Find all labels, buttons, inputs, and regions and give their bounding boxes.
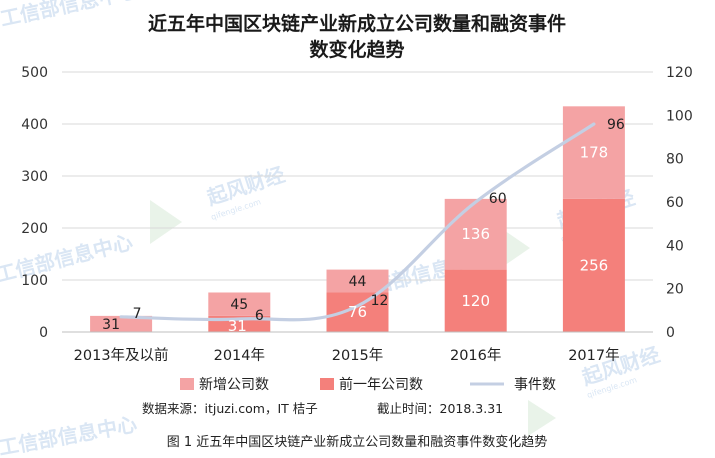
x-tick-label: 2015年: [332, 347, 383, 364]
y-left-tick-label: 400: [21, 117, 48, 133]
line-events: [119, 122, 596, 322]
y-right-tick-label: 80: [666, 152, 684, 168]
data-label-events: 6: [255, 308, 264, 324]
bar-new: [444, 198, 507, 270]
data-label-prev: 256: [580, 256, 609, 274]
bar-prev-year: [444, 269, 507, 332]
watermark-text: 工信部信息中心: [0, 0, 140, 31]
x-axis: 2013年及以前 2014年 2015年 2016年 2017年: [62, 331, 653, 364]
chart-title-line2: 数变化趋势: [309, 38, 404, 61]
cutoff-note: 截止时间：2018.3.31: [377, 401, 503, 416]
y-right-tick-label: 120: [666, 65, 693, 81]
bars: [90, 106, 625, 332]
x-tick-label: 2013年及以前: [74, 347, 169, 364]
legend-label-events: 事件数: [514, 377, 556, 393]
bar-new: [326, 269, 389, 293]
chart-title: 近五年中国区块链产业新成立公司数量和融资事件: [148, 12, 566, 35]
legend-swatch-prev: [320, 378, 334, 390]
y-right-tick-label: 100: [666, 108, 693, 124]
watermark-logo-icon: [150, 200, 182, 244]
y-right-tick-label: 20: [666, 282, 684, 298]
y-axis-left: 0 100 200 300 400 500: [21, 65, 48, 341]
y-right-tick-label: 60: [666, 195, 684, 211]
y-left-tick-label: 500: [21, 65, 48, 81]
data-label-new: 178: [580, 144, 609, 162]
y-right-tick-label: 0: [666, 325, 675, 341]
bar-new: [562, 106, 625, 199]
y-left-tick-label: 200: [21, 221, 48, 237]
legend-label-new: 新增公司数: [199, 377, 269, 393]
data-label-prev: 120: [461, 292, 490, 310]
watermark-text: 工信部信息中心: [0, 230, 135, 287]
bar-new: [208, 292, 271, 316]
watermark-text: 工信部信息中心: [0, 412, 139, 458]
data-label-prev: 76: [348, 303, 367, 321]
figure-caption: 图 1 近五年中国区块链产业新成立公司数量和融资事件数变化趋势: [167, 434, 548, 450]
source-note: 数据来源：itjuzi.com，IT 桔子: [142, 401, 318, 416]
legend-swatch-new: [180, 378, 194, 390]
x-tick-label: 2017年: [568, 347, 619, 364]
data-label-events: 7: [133, 306, 142, 322]
bar-new: [90, 315, 153, 332]
bar-prev-year: [562, 198, 625, 332]
data-label-new: 31: [102, 317, 120, 333]
data-label-events: 12: [371, 293, 389, 309]
data-label-new: 45: [230, 297, 248, 313]
y-right-tick-label: 40: [666, 238, 684, 254]
data-label-events: 60: [489, 191, 507, 207]
data-label-new: 44: [349, 274, 367, 290]
y-left-tick-label: 100: [21, 273, 48, 289]
watermark-logo-icon: [528, 400, 556, 436]
legend-label-prev: 前一年公司数: [339, 376, 423, 393]
data-label-events: 96: [607, 117, 625, 133]
y-axis-right: 0 20 40 60 80 100 120: [666, 65, 693, 341]
y-left-tick-label: 300: [21, 169, 48, 185]
y-left-tick-label: 0: [39, 325, 48, 341]
data-label-new: 136: [461, 225, 490, 243]
x-tick-label: 2016年: [450, 347, 501, 364]
legend: 新增公司数 前一年公司数 事件数: [180, 376, 556, 393]
x-tick-label: 2014年: [214, 347, 265, 364]
line-series: [119, 122, 596, 322]
bar-prev-year: [326, 292, 389, 332]
data-label-prev: 31: [228, 317, 247, 335]
